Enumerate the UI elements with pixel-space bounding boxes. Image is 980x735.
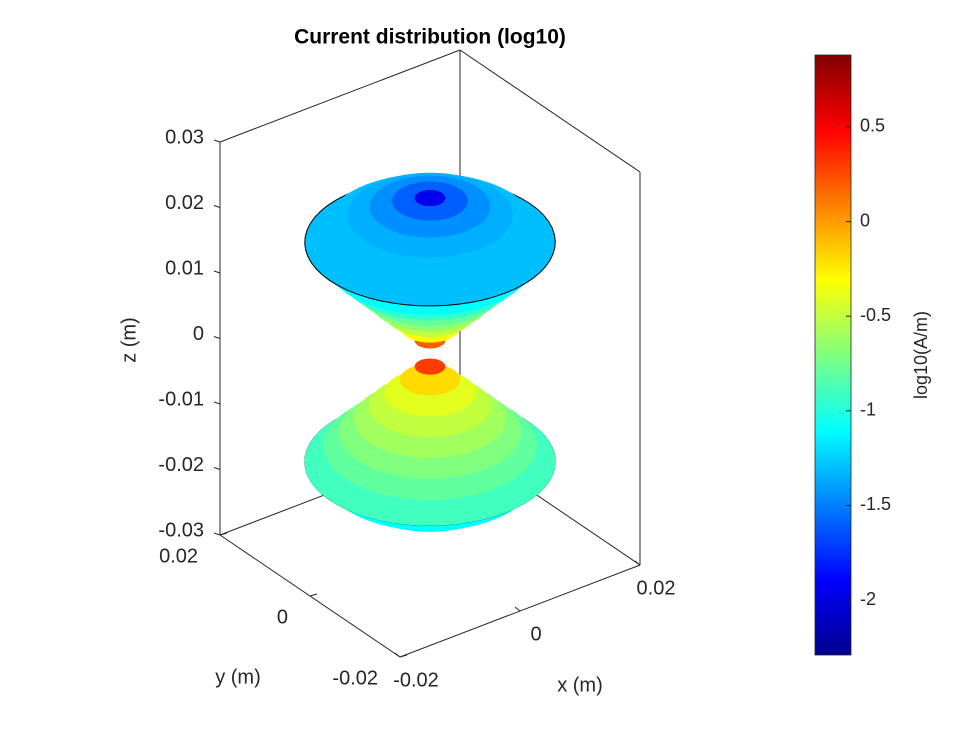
box-edge bbox=[459, 49, 641, 173]
y-tick-label: 0.02 bbox=[159, 545, 198, 567]
colorbar-tick-label: -1.5 bbox=[860, 494, 891, 514]
x-tick-label: -0.02 bbox=[393, 669, 439, 691]
chart-title: Current distribution (log10) bbox=[294, 26, 566, 49]
box-edge bbox=[219, 49, 461, 143]
y-tick bbox=[309, 593, 318, 597]
x-tick-label: 0 bbox=[530, 623, 541, 645]
y-tick bbox=[219, 532, 228, 536]
colorbar-label: log10(A/m) bbox=[911, 311, 931, 399]
z-tick-label: -0.01 bbox=[158, 388, 204, 410]
z-tick bbox=[213, 336, 221, 339]
surface-band bbox=[414, 358, 446, 375]
z-tick-label: 0.01 bbox=[165, 257, 204, 279]
colorbar bbox=[814, 54, 852, 656]
z-tick bbox=[213, 401, 221, 405]
colorbar-tick-label: -2 bbox=[860, 589, 876, 609]
colorbar-tick-label: 0.5 bbox=[860, 116, 885, 136]
x-tick bbox=[634, 560, 641, 566]
y-tick-label: 0 bbox=[277, 606, 288, 628]
surface bbox=[304, 172, 556, 532]
z-tick bbox=[213, 270, 221, 274]
colorbar-tick-label: -0.5 bbox=[860, 305, 891, 325]
z-tick-label: -0.03 bbox=[158, 519, 204, 541]
z-tick-label: 0.03 bbox=[165, 126, 204, 148]
z-tick bbox=[213, 467, 221, 470]
x-tick-label: 0.02 bbox=[637, 577, 676, 599]
z-tick-label: -0.02 bbox=[158, 454, 204, 476]
colorbar-tick-label: -1 bbox=[860, 400, 876, 420]
surface-band bbox=[414, 190, 446, 207]
z-tick bbox=[213, 205, 221, 208]
z-axis-label: z (m) bbox=[118, 317, 140, 363]
x-tick bbox=[394, 652, 401, 658]
z-tick-label: 0.02 bbox=[165, 192, 204, 214]
y-tick bbox=[399, 654, 408, 658]
x-tick bbox=[514, 606, 521, 612]
annotations: -0.03 -0.02 -0.01 0 0.01 0.02 0.03 -0.02 0 0.02 -0… bbox=[158, 54, 891, 691]
z-tick-label: 0 bbox=[193, 323, 204, 345]
y-tick-label: -0.02 bbox=[332, 667, 378, 689]
z-tick bbox=[213, 139, 221, 143]
y-axis-label: y (m) bbox=[215, 666, 261, 688]
x-axis-label: x (m) bbox=[557, 674, 603, 696]
z-tick bbox=[213, 532, 221, 536]
colorbar-tick-label: 0 bbox=[860, 210, 870, 230]
